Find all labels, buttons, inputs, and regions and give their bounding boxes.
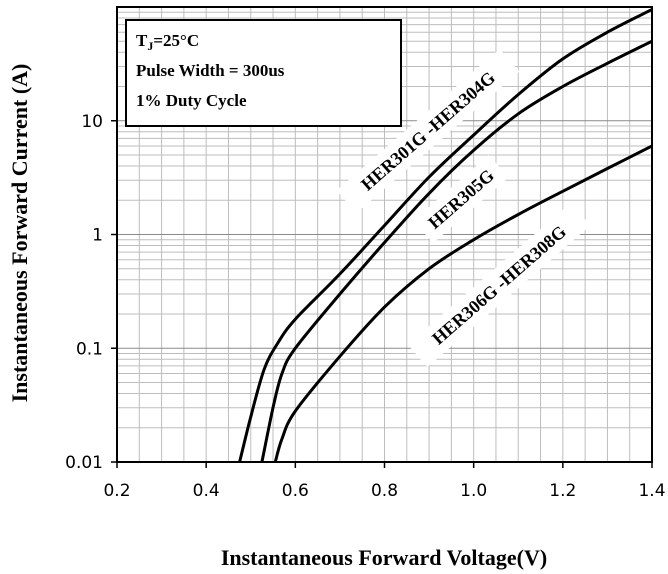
x-tick-label: 0.4: [193, 481, 220, 501]
y-tick-label: 0.1: [76, 339, 103, 359]
condition-temperature: TJ=25°C: [136, 31, 199, 53]
x-tick-label: 0.8: [371, 481, 398, 501]
svg-text:HER306G -HER308G: HER306G -HER308G: [428, 222, 570, 349]
x-tick-label: 1.2: [549, 481, 576, 501]
x-axis-title: Instantaneous Forward Voltage(V): [221, 545, 547, 570]
label-her305: HER305G: [413, 154, 509, 244]
condition-pulse-width: Pulse Width = 300us: [136, 61, 285, 80]
x-tick-label: 1.0: [460, 481, 487, 501]
svg-text:HER305G: HER305G: [424, 165, 498, 233]
x-tick-label: 0.6: [282, 481, 309, 501]
series-line-3: [273, 144, 652, 462]
condition-duty-cycle: 1% Duty Cycle: [136, 91, 247, 110]
axis-ticks: 0.2 0.4 0.6 0.8 1.0 1.2 1.4 0.01 0.1 1 10: [65, 112, 665, 501]
y-tick-label: 1: [92, 226, 103, 246]
y-tick-label: 0.01: [65, 453, 103, 473]
y-tick-label: 10: [81, 112, 103, 132]
y-axis-title: Instantaneous Forward Current (A): [7, 64, 32, 403]
curves: [238, 8, 652, 462]
series-line-1: [238, 8, 652, 462]
x-tick-label: 0.2: [103, 481, 130, 501]
x-tick-label: 1.4: [638, 481, 665, 501]
series-line-2: [260, 39, 652, 462]
conditions-box: [125, 19, 402, 127]
